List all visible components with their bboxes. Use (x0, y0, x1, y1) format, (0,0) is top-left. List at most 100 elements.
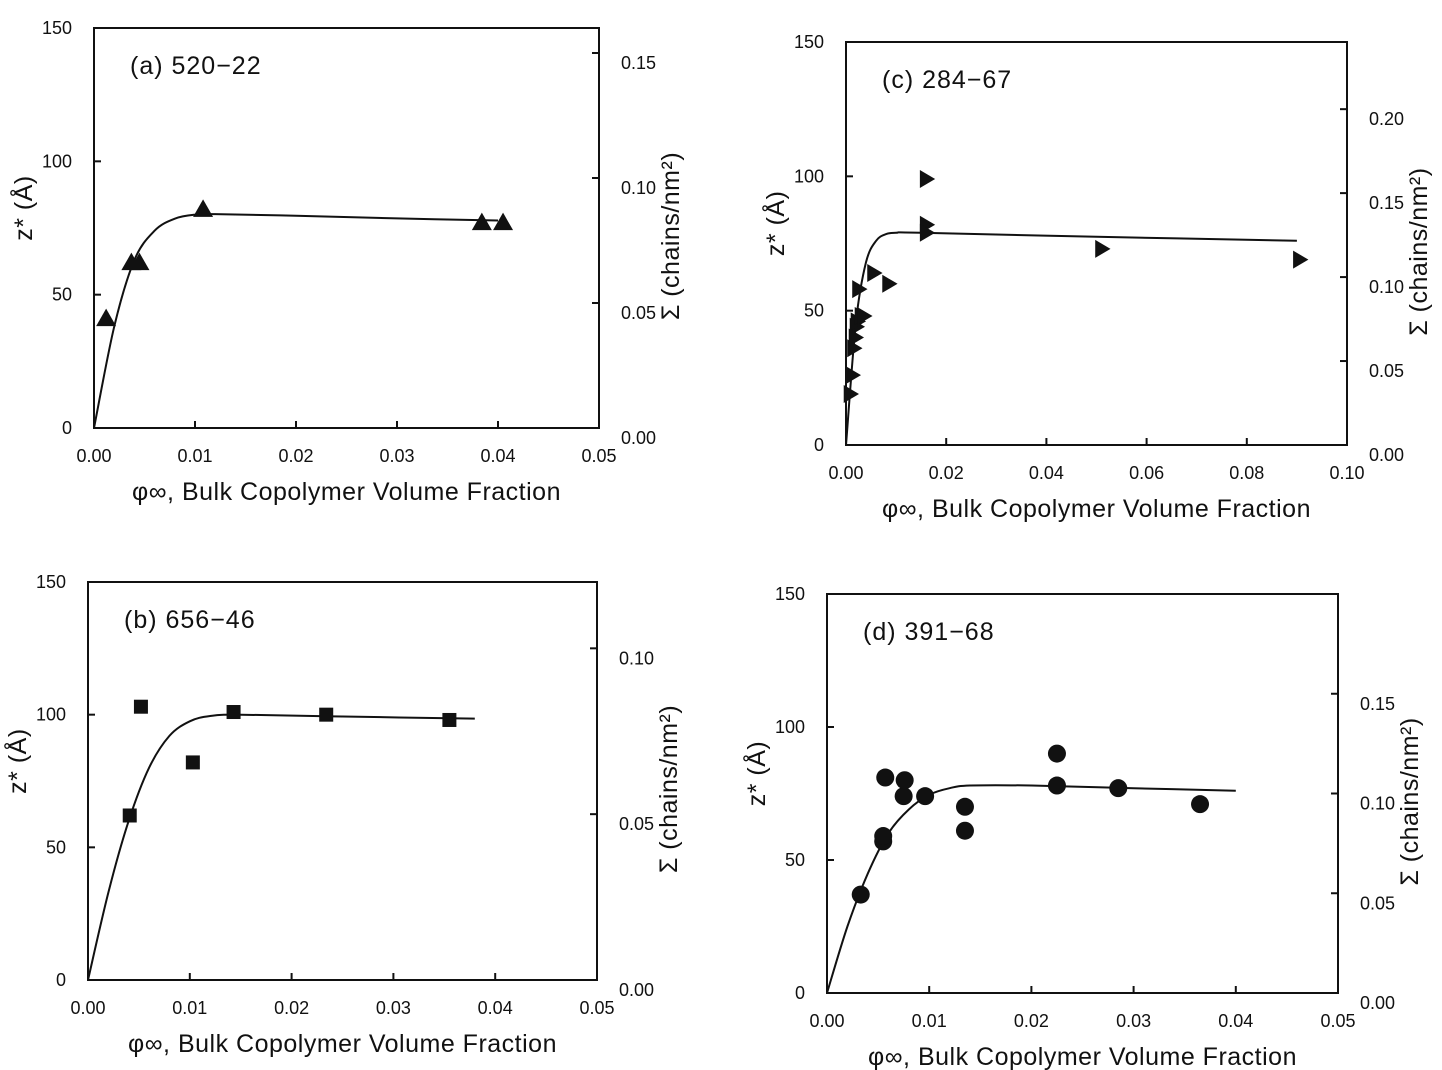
y-axis-label: z* (Å) (760, 191, 790, 257)
x-tick-label: 0.00 (76, 446, 111, 466)
y2-tick-label: 0.15 (1369, 193, 1404, 213)
y2-axis-label: Σ (chains/nm²) (1405, 167, 1433, 335)
fit-curve (93, 213, 499, 429)
y-tick-label: 150 (36, 572, 66, 592)
data-point (919, 223, 936, 242)
y-tick-label: 100 (42, 151, 72, 171)
y2-axis-label: Σ (chains/nm²) (655, 705, 683, 873)
data-point (96, 308, 117, 327)
data-point (1109, 779, 1128, 798)
y-tick-label: 100 (794, 166, 824, 186)
x-tick-label: 0.00 (828, 463, 863, 483)
data-point (919, 170, 936, 189)
panel-d: 0.00 0.01 0.02 0.03 0.04 0.050501001500.000.0… (741, 584, 1424, 1070)
y2-tick-label: 0.15 (621, 53, 656, 73)
y2-tick-label: 0.05 (621, 303, 656, 323)
data-point (1293, 250, 1309, 269)
y-tick-label: 0 (814, 435, 824, 455)
y2-tick-label: 0.00 (621, 428, 656, 448)
x-tick-label: 0.02 (278, 446, 313, 466)
y-axis-label: z* (Å) (2, 728, 32, 794)
panel-label: (c) 284−67 (882, 66, 1012, 94)
x-axis-label: φ∞, Bulk Copolymer Volume Fraction (128, 1030, 557, 1058)
data-point (851, 885, 870, 904)
panel-b: 0.00 0.01 0.02 0.03 0.04 0.050501001500.000.0… (2, 572, 683, 1058)
x-tick-label: 0.04 (480, 446, 515, 466)
data-point (852, 280, 868, 299)
y-tick-label: 50 (52, 285, 72, 305)
x-tick-label: 0.05 (581, 446, 616, 466)
data-point (185, 755, 200, 770)
data-point (1047, 776, 1066, 795)
x-tick-label: 0.03 (379, 446, 414, 466)
data-point (857, 307, 873, 326)
data-point (955, 797, 974, 816)
x-tick-label: 0.02 (274, 998, 309, 1018)
data-point (894, 787, 913, 806)
x-tick-label: 0.08 (1229, 463, 1264, 483)
y2-tick-label: 0.05 (1360, 893, 1395, 913)
data-point (916, 787, 935, 806)
panel-label: (d) 391−68 (863, 618, 995, 646)
panel-c: 0.00 0.02 0.04 0.06 0.08 0.10 0 50 100 150 0.00 0.0… (760, 32, 1433, 523)
data-point (882, 274, 898, 293)
x-tick-label: 0.02 (929, 463, 964, 483)
x-tick-label: 0.06 (1129, 463, 1164, 483)
fit-curve (826, 784, 1236, 994)
y2-tick-label: 0.10 (1369, 277, 1404, 297)
y-tick-label: 50 (785, 850, 805, 870)
x-tick-label: 0.10 (1329, 463, 1364, 483)
fit-curve (845, 231, 1297, 446)
x-tick-label: 0.00 (809, 1011, 844, 1031)
data-point (876, 768, 895, 787)
data-point (319, 707, 334, 722)
y-tick-label: 150 (794, 32, 824, 52)
y-tick-label: 150 (775, 584, 805, 604)
data-point (471, 212, 492, 231)
y2-tick-label: 0.00 (1360, 993, 1395, 1013)
data-point (843, 384, 860, 403)
panel-a: 0.00 0.01 0.02 0.03 0.04 0.050501001500.000.0… (8, 18, 685, 506)
plot-frame (845, 41, 1348, 446)
data-point (874, 827, 893, 846)
data-point (442, 712, 457, 727)
x-axis-label: φ∞, Bulk Copolymer Volume Fraction (132, 478, 561, 506)
x-tick-label: 0.05 (1320, 1011, 1355, 1031)
y2-tick-label: 0.10 (619, 648, 654, 668)
y-tick-label: 50 (804, 301, 824, 321)
plot-frame (93, 27, 600, 429)
y2-tick-label: 0.20 (1369, 109, 1404, 129)
x-tick-label: 0.01 (912, 1011, 947, 1031)
data-point (867, 264, 883, 283)
data-point (493, 212, 514, 231)
data-point (193, 199, 214, 217)
y-tick-label: 100 (775, 717, 805, 737)
data-point (226, 705, 241, 720)
data-point (895, 771, 914, 790)
x-tick-label: 0.04 (1218, 1011, 1253, 1031)
y2-tick-label: 0.00 (1369, 445, 1404, 465)
y-tick-label: 150 (42, 18, 72, 38)
y2-tick-label: 0.15 (1360, 694, 1395, 714)
data-point (1047, 744, 1066, 763)
x-axis-label: φ∞, Bulk Copolymer Volume Fraction (868, 1043, 1297, 1070)
y-tick-label: 0 (56, 970, 66, 990)
x-tick-label: 0.04 (478, 998, 513, 1018)
fit-curve (87, 713, 475, 981)
x-axis-label: φ∞, Bulk Copolymer Volume Fraction (882, 495, 1311, 523)
y-tick-label: 0 (795, 983, 805, 1003)
plot-frame (87, 581, 598, 981)
data-point (955, 821, 974, 840)
data-point (129, 252, 150, 271)
data-point (845, 366, 862, 385)
y2-tick-label: 0.05 (1369, 361, 1404, 381)
x-tick-label: 0.04 (1029, 463, 1064, 483)
x-tick-label: 0.03 (1116, 1011, 1151, 1031)
y2-axis-label: Σ (chains/nm²) (657, 152, 685, 320)
data-point (122, 808, 137, 823)
y-tick-label: 50 (46, 837, 66, 857)
y-axis-label: z* (Å) (8, 175, 38, 241)
x-tick-label: 0.00 (70, 998, 105, 1018)
panel-label: (b) 656−46 (124, 606, 256, 634)
